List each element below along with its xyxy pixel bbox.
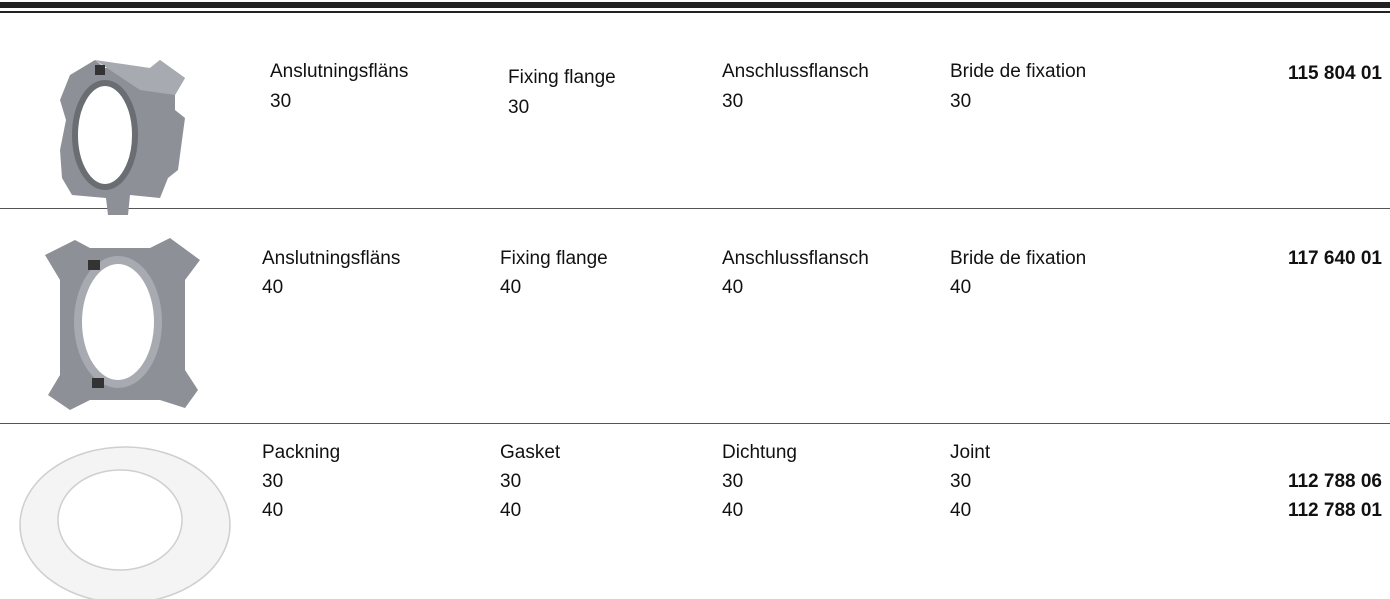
size: 40 (262, 277, 283, 299)
size: 30 (500, 471, 521, 493)
name-de: Dichtung (722, 442, 797, 464)
name-sv: Anslutningsfläns (262, 248, 400, 270)
name-en: Fixing flange (508, 67, 616, 89)
flange-40-image (45, 238, 200, 410)
size: 30 (262, 471, 283, 493)
article-number: 117 640 01 (1288, 248, 1382, 270)
size: 40 (500, 500, 521, 522)
page: {"rows": [ {"sv": "Anslutningsfläns", "e… (0, 0, 1390, 599)
gasket-image (20, 447, 230, 599)
size: 30 (722, 471, 743, 493)
name-sv: Packning (262, 442, 340, 464)
size: 30 (950, 471, 971, 493)
product-images (0, 0, 1390, 599)
flange-30-image (60, 60, 185, 215)
size: 40 (722, 277, 743, 299)
size: 30 (508, 97, 529, 119)
size: 40 (262, 500, 283, 522)
name-de: Anschlussflansch (722, 61, 869, 83)
size: 40 (950, 277, 971, 299)
name-de: Anschlussflansch (722, 248, 869, 270)
size: 40 (500, 277, 521, 299)
size: 40 (722, 500, 743, 522)
name-fr: Joint (950, 442, 990, 464)
size: 40 (950, 500, 971, 522)
name-fr: Bride de fixation (950, 248, 1086, 270)
size: 30 (270, 91, 291, 113)
article-number: 115 804 01 (1288, 63, 1382, 85)
name-en: Fixing flange (500, 248, 608, 270)
name-fr: Bride de fixation (950, 61, 1086, 83)
article-number: 112 788 01 (1288, 500, 1382, 522)
size: 30 (950, 91, 971, 113)
size: 30 (722, 91, 743, 113)
article-number: 112 788 06 (1288, 471, 1382, 493)
name-sv: Anslutningsfläns (270, 61, 408, 83)
name-en: Gasket (500, 442, 560, 464)
